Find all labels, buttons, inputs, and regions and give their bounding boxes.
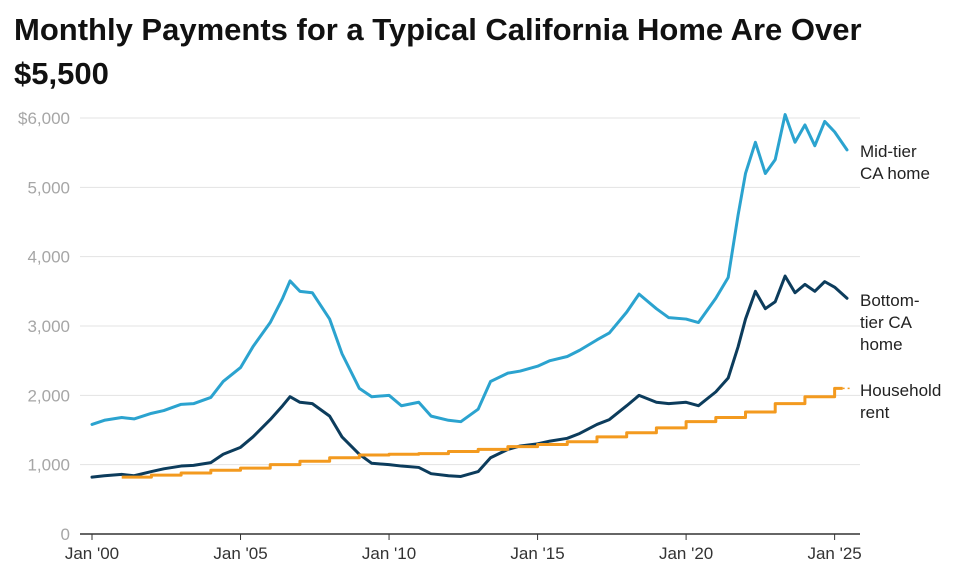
y-tick-label: $6,000 [18, 109, 70, 128]
y-axis-ticks: 0 1,000 2,000 3,000 4,000 5,000 $6,000 [18, 109, 70, 544]
series-label: Mid-tier CA home [860, 142, 930, 183]
y-tick-label: 3,000 [27, 317, 70, 336]
x-tick-label: Jan '10 [362, 544, 416, 563]
series-label-line: rent [860, 403, 890, 422]
series-label-line: home [860, 335, 903, 354]
x-tick-label: Jan '00 [65, 544, 119, 563]
x-tick-label: Jan '20 [659, 544, 713, 563]
y-tick-label: 4,000 [27, 248, 70, 267]
x-tick-label: Jan '15 [510, 544, 564, 563]
x-tick-label: Jan '25 [807, 544, 861, 563]
y-tick-label: 2,000 [27, 386, 70, 405]
series-labels: Mid-tier CA home Bottom-tier CA home Househo… [860, 142, 941, 422]
series-line-bottom-tier [90, 274, 849, 479]
x-axis-ticks: Jan '00 Jan '05 Jan '10 Jan '15 Jan '20 Jan '… [65, 534, 862, 563]
y-tick-label: 1,000 [27, 456, 70, 475]
series-label: Bottom-tier CA home [860, 291, 920, 354]
series-label-line: Household [860, 381, 941, 400]
chart-title: Monthly Payments for a Typical Californi… [14, 12, 862, 91]
y-tick-label: 5,000 [27, 178, 70, 197]
grid-lines [80, 117, 860, 466]
series-lines [90, 113, 851, 479]
series-line-mid-tier [90, 113, 849, 426]
y-tick-label: 0 [61, 525, 70, 544]
series-label-line: Bottom- [860, 291, 920, 310]
series-label-line: tier CA [860, 313, 913, 332]
series-label: Household rent [860, 381, 941, 422]
x-tick-label: Jan '05 [213, 544, 267, 563]
series-label-line: Mid-tier [860, 142, 917, 161]
series-line-household-rent [121, 386, 843, 479]
series-label-line: CA home [860, 164, 930, 183]
